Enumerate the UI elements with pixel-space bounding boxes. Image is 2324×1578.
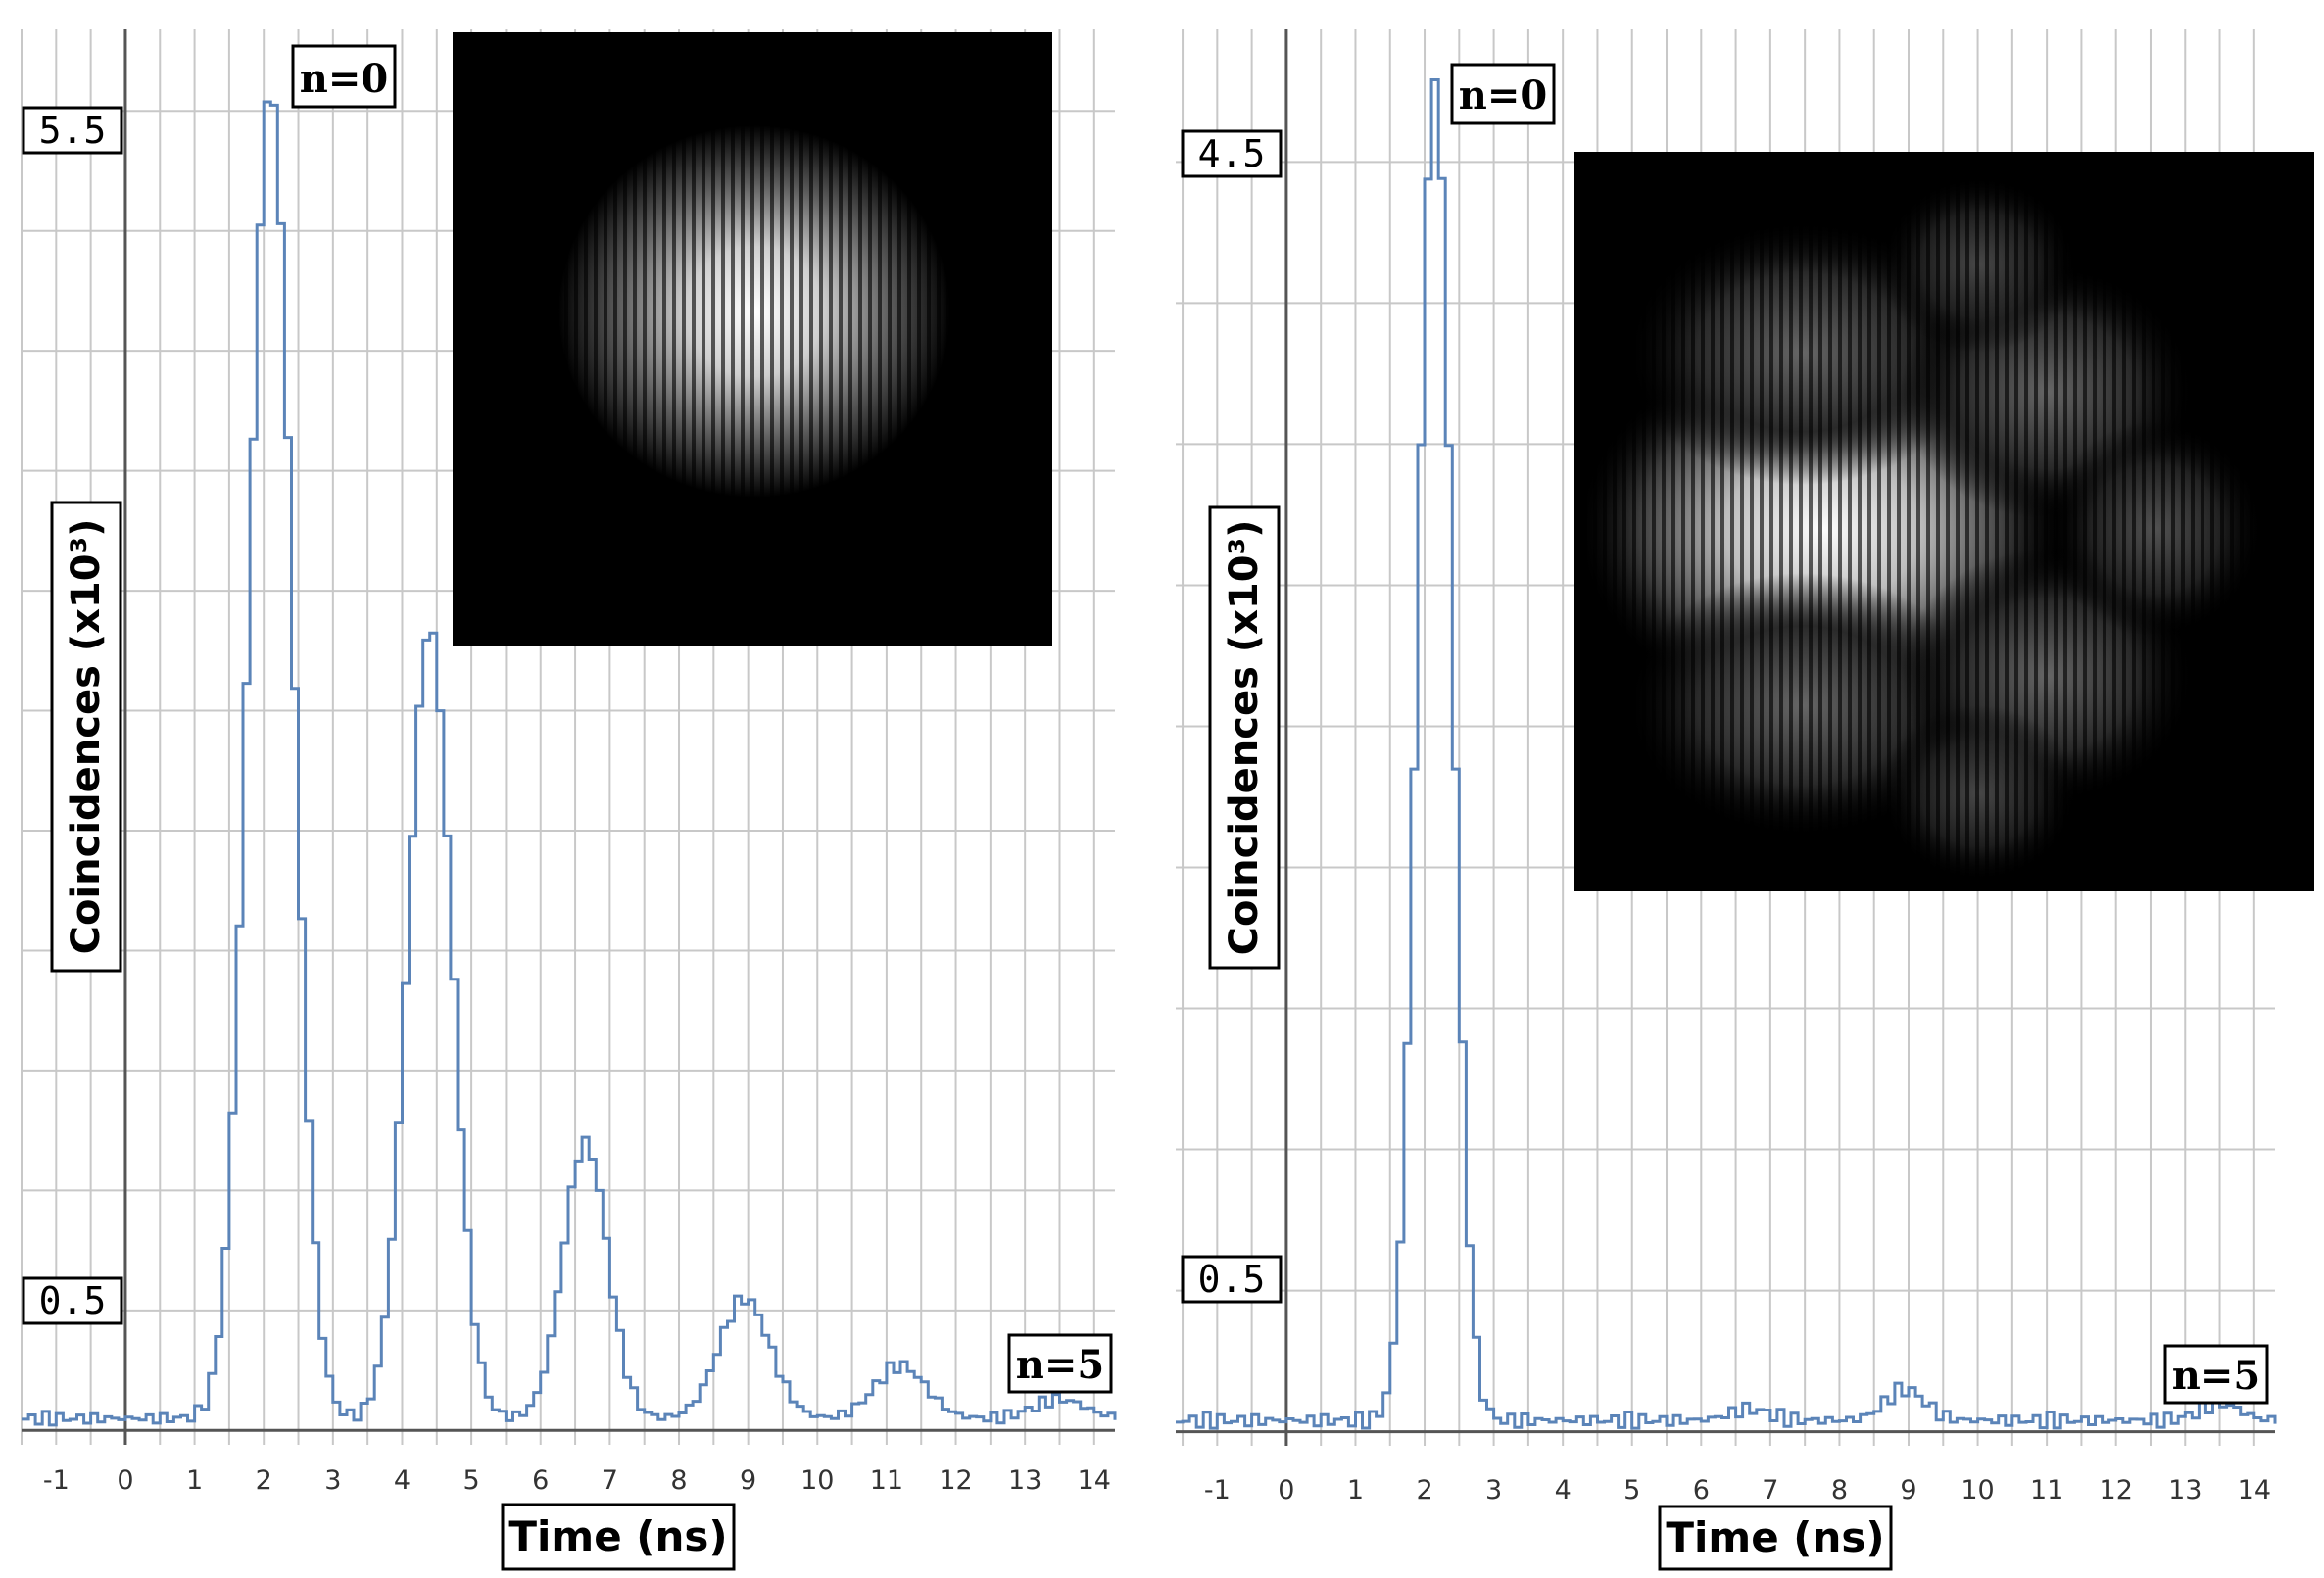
left-chart-axes (22, 29, 1115, 1445)
right-y-tick-0.5: 0.5 (1181, 1255, 1283, 1304)
right-x-tick-label: 4 (1555, 1475, 1572, 1506)
left-x-tick-label: 10 (800, 1465, 834, 1496)
right-x-tick-label: 1 (1347, 1475, 1364, 1506)
left-x-tick-label: 12 (939, 1465, 972, 1496)
left-x-tick-label: 5 (463, 1465, 480, 1496)
right-annotation-n5: n=5 (2163, 1344, 2269, 1405)
left-y-tick-label-top: 5.5 (39, 109, 107, 152)
left-x-tick-label: 2 (256, 1465, 272, 1496)
left-chart: -1 0 1 2 3 4 5 6 7 8 9 10 11 12 13 14 Coincidences (x10… (21, 29, 1117, 1571)
left-x-tick-label: 6 (532, 1465, 549, 1496)
left-x-label-box: Time (ns) (501, 1503, 736, 1571)
right-x-tick-label: 9 (1900, 1475, 1916, 1506)
right-x-tick-label: 8 (1831, 1475, 1848, 1506)
right-x-tick-label: 12 (2100, 1475, 2133, 1506)
left-x-tick-label: 1 (186, 1465, 203, 1496)
right-x-tick-label: 13 (2168, 1475, 2202, 1506)
left-y-label: Coincidences (x10³) (64, 519, 109, 955)
left-x-tick-label: 14 (1078, 1465, 1111, 1496)
left-y-label-box: Coincidences (x10³) (50, 501, 122, 973)
right-inset-mode-image (1574, 152, 2314, 891)
left-x-tick-label: 4 (394, 1465, 411, 1496)
right-annotation-n0: n=0 (1450, 63, 1556, 125)
right-x-tick-label: 11 (2030, 1475, 2063, 1506)
left-x-tick-label: 9 (740, 1465, 756, 1496)
right-annotation-n5-text: n=5 (2172, 1353, 2260, 1399)
left-x-tick-label: 13 (1008, 1465, 1041, 1496)
left-x-tick-label: 8 (670, 1465, 687, 1496)
right-x-tick-label: 2 (1416, 1475, 1432, 1506)
left-y-tick-5.5: 5.5 (22, 106, 123, 155)
right-y-label: Coincidences (x10³) (1222, 520, 1267, 956)
left-x-label: Time (ns) (508, 1512, 727, 1560)
right-x-tick-label: 0 (1278, 1475, 1294, 1506)
right-y-tick-4.5: 4.5 (1181, 129, 1283, 178)
left-annotation-n5-text: n=5 (1016, 1342, 1104, 1388)
right-x-tick-label: 7 (1762, 1475, 1778, 1506)
left-x-tick-label: 0 (117, 1465, 133, 1496)
left-x-tick-label: -1 (43, 1465, 70, 1496)
right-x-tick-label: 14 (2238, 1475, 2271, 1506)
right-x-tick-label: 6 (1693, 1475, 1710, 1506)
right-x-tick-label: 3 (1485, 1475, 1502, 1506)
right-chart-series-line (1176, 78, 2277, 1430)
right-y-tick-label-top: 4.5 (1198, 132, 1266, 175)
left-annotation-n0-text: n=0 (300, 56, 388, 102)
left-inset-mode-image (453, 32, 1052, 646)
right-y-tick-label-bottom: 0.5 (1198, 1258, 1266, 1301)
left-y-tick-label-bottom: 0.5 (39, 1279, 107, 1322)
left-y-tick-0.5: 0.5 (22, 1276, 123, 1325)
right-x-label-box: Time (ns) (1658, 1505, 1893, 1571)
left-annotation-n5: n=5 (1007, 1333, 1113, 1394)
left-x-tick-label: 11 (870, 1465, 903, 1496)
left-x-tick-label: 7 (602, 1465, 618, 1496)
left-annotation-n0: n=0 (291, 44, 397, 109)
right-chart-axes (1176, 29, 2275, 1446)
left-x-tick-label: 3 (324, 1465, 341, 1496)
right-y-label-box: Coincidences (x10³) (1208, 505, 1281, 970)
right-x-tick-label: -1 (1204, 1475, 1231, 1506)
left-chart-x-ticks: -1 0 1 2 3 4 5 6 7 8 9 10 11 12 13 14 (43, 1465, 1111, 1496)
right-annotation-n0-text: n=0 (1459, 72, 1547, 119)
right-x-tick-label: 5 (1623, 1475, 1640, 1506)
left-chart-series-line (22, 100, 1117, 1427)
right-chart-x-ticks: -1 0 1 2 3 4 5 6 7 8 9 10 11 12 13 14 (1204, 1475, 2271, 1506)
right-x-tick-label: 10 (1961, 1475, 1994, 1506)
right-x-label: Time (ns) (1666, 1513, 1884, 1561)
right-chart: -1 0 1 2 3 4 5 6 7 8 9 10 11 12 13 14 Coincidences (x10… (1176, 29, 2314, 1571)
